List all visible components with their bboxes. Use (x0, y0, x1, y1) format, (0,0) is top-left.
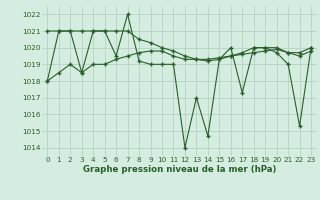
X-axis label: Graphe pression niveau de la mer (hPa): Graphe pression niveau de la mer (hPa) (83, 165, 276, 174)
